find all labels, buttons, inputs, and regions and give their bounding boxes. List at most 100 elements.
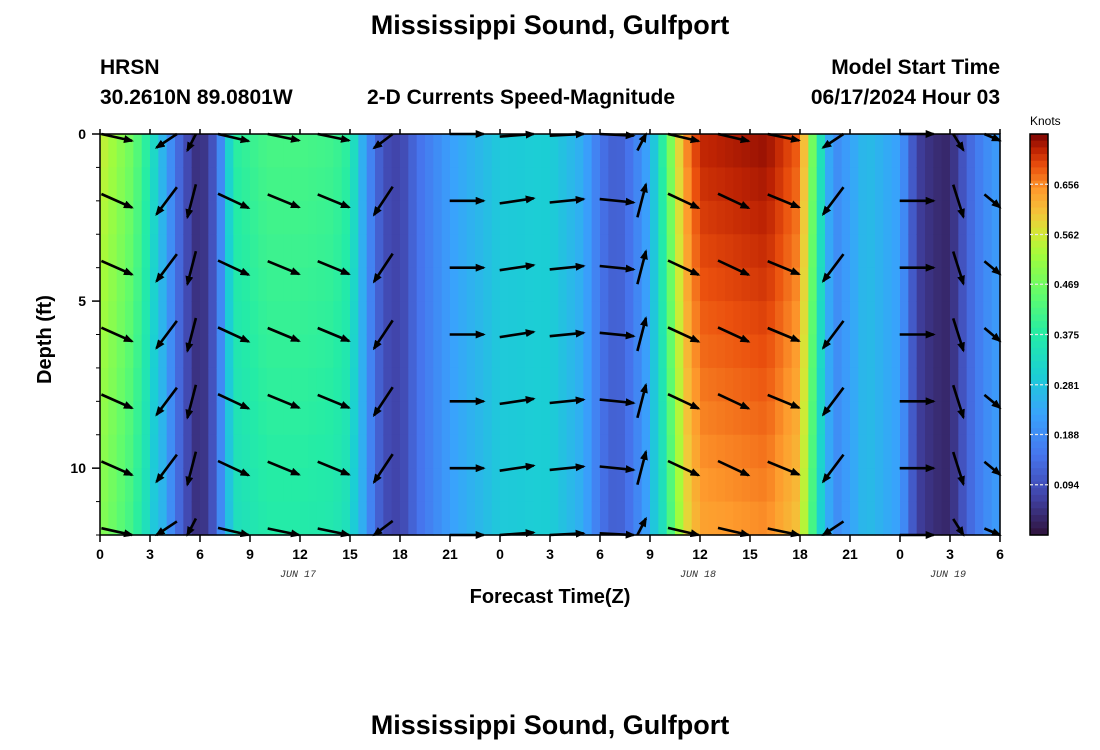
heatmap-cell <box>350 167 359 202</box>
heatmap-cell <box>733 367 743 402</box>
heatmap-cell <box>233 134 243 169</box>
heatmap-cell <box>650 267 659 302</box>
heatmap-cell <box>475 134 484 169</box>
current-vector-arrow <box>155 320 178 350</box>
current-vector-arrow <box>267 326 301 343</box>
heatmap-cell <box>541 501 551 536</box>
heatmap-cell <box>875 434 884 469</box>
heatmap-cell <box>575 434 584 469</box>
heatmap-cell <box>275 267 284 302</box>
heatmap-cell <box>866 301 876 336</box>
heatmap-cell <box>375 501 384 536</box>
heatmap-cell <box>633 334 643 369</box>
heatmap-cell <box>733 167 743 202</box>
heatmap-cell <box>975 501 984 536</box>
heatmap-cell <box>141 200 151 235</box>
heatmap-cell <box>591 234 601 269</box>
heatmap-cell <box>283 200 293 235</box>
heatmap-cell <box>158 501 168 536</box>
heatmap-cell <box>558 167 568 202</box>
heatmap-cell <box>891 267 901 302</box>
heatmap-cell <box>325 434 334 469</box>
heatmap-cell <box>575 234 584 269</box>
heatmap-cell <box>750 501 759 536</box>
colorbar-swatch <box>1030 187 1048 195</box>
colorbar-swatch <box>1030 154 1048 162</box>
heatmap-cell <box>833 167 843 202</box>
heatmap-cell <box>566 401 576 436</box>
heatmap-cell <box>116 334 126 369</box>
heatmap-cell <box>200 468 209 503</box>
heatmap-cell <box>716 167 726 202</box>
heatmap-cell <box>733 267 743 302</box>
heatmap-cell <box>416 367 426 402</box>
heatmap-cell <box>633 501 643 536</box>
heatmap-cell <box>858 501 868 536</box>
heatmap-cell <box>100 367 109 402</box>
heatmap-cell <box>308 468 318 503</box>
heatmap-cell <box>858 434 868 469</box>
heatmap-cell <box>216 267 226 302</box>
heatmap-cell <box>125 200 134 235</box>
heatmap-cell <box>666 167 676 202</box>
heatmap-cell <box>583 468 593 503</box>
heatmap-cell <box>266 367 276 402</box>
heatmap-cell <box>583 234 593 269</box>
heatmap-cell <box>558 200 568 235</box>
heatmap-cell <box>575 401 584 436</box>
heatmap-cell <box>558 134 568 169</box>
heatmap-cell <box>866 501 876 536</box>
heatmap-cell <box>166 434 176 469</box>
heatmap-cell <box>400 334 409 369</box>
heatmap-cell <box>441 401 451 436</box>
heatmap-cell <box>158 200 168 235</box>
heatmap-cell <box>708 401 718 436</box>
heatmap-cell <box>108 334 118 369</box>
heatmap-cell <box>216 167 226 202</box>
heatmap-cell <box>600 334 609 369</box>
heatmap-cell <box>108 367 118 402</box>
heatmap-cell <box>908 401 918 436</box>
heatmap-cell <box>491 367 501 402</box>
heatmap-cell <box>250 401 259 436</box>
heatmap-cell <box>450 301 459 336</box>
heatmap-cell <box>400 301 409 336</box>
heatmap-cell <box>525 234 534 269</box>
heatmap-cell <box>275 434 284 469</box>
heatmap-cell <box>558 367 568 402</box>
heatmap-cell <box>625 134 634 169</box>
heatmap-cell <box>733 501 743 536</box>
colorbar-swatch <box>1030 234 1048 242</box>
heatmap-cell <box>416 267 426 302</box>
heatmap-cell <box>958 501 968 536</box>
heatmap-cell <box>683 200 693 235</box>
x-tick-label: 21 <box>442 546 458 562</box>
date-label-jun17: JUN 17 <box>280 570 317 581</box>
heatmap-cell <box>208 134 218 169</box>
heatmap-cell <box>791 434 801 469</box>
heatmap-cell <box>558 401 568 436</box>
heatmap-cell <box>366 234 376 269</box>
heatmap-cell <box>683 167 693 202</box>
colorbar-swatch <box>1030 134 1048 142</box>
heatmap-cell <box>941 434 951 469</box>
heatmap-cell <box>375 134 384 169</box>
heatmap-cell <box>433 434 443 469</box>
heatmap-cell <box>108 434 118 469</box>
heatmap-cell <box>391 334 401 369</box>
heatmap-cell <box>225 367 234 402</box>
heatmap-cell <box>158 234 168 269</box>
heatmap-cell <box>333 468 343 503</box>
heatmap-cell <box>325 468 334 503</box>
heatmap-cell <box>933 267 943 302</box>
heatmap-cell <box>125 301 134 336</box>
heatmap-cell <box>583 401 593 436</box>
heatmap-cell <box>933 334 943 369</box>
heatmap-cell <box>666 134 676 169</box>
current-vector-arrow <box>267 259 301 276</box>
heatmap-cell <box>816 334 826 369</box>
current-vector-arrow <box>317 460 351 476</box>
heatmap-cell <box>283 401 293 436</box>
current-vector-arrow <box>372 132 394 150</box>
current-vector-arrow <box>217 526 251 538</box>
